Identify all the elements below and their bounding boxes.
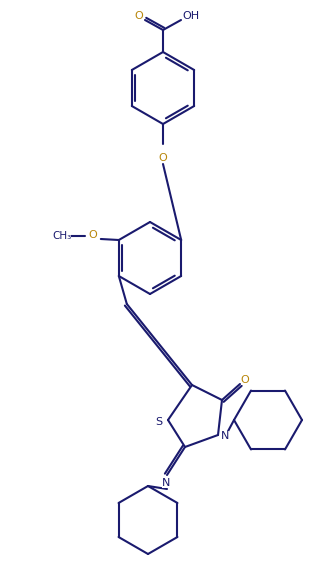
Text: O: O xyxy=(88,230,97,240)
Text: OH: OH xyxy=(182,11,199,21)
Text: O: O xyxy=(241,375,250,385)
Text: O: O xyxy=(135,11,143,21)
Text: S: S xyxy=(155,417,163,427)
Text: CH₃: CH₃ xyxy=(52,231,71,241)
Text: N: N xyxy=(162,478,170,488)
Text: N: N xyxy=(221,431,229,441)
Text: O: O xyxy=(159,153,167,163)
